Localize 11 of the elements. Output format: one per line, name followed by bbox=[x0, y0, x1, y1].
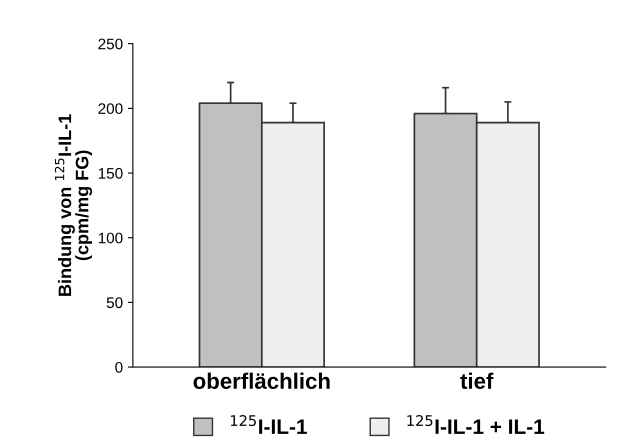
y-tick-label: 0 bbox=[115, 362, 123, 373]
x-tick-label: oberflächlich bbox=[194, 372, 330, 389]
y-tick-label: 100 bbox=[98, 232, 123, 244]
y-tick-label: 200 bbox=[98, 103, 123, 114]
y-tick-label: 50 bbox=[106, 297, 123, 308]
y-axis-title: Bindung von $^{125}$I-IL-1 (cpm/mg FG) bbox=[54, 114, 92, 296]
y-tick-label: 150 bbox=[98, 168, 123, 179]
y-tick-label: 250 bbox=[98, 38, 123, 50]
legend-label: $^{125}$I-IL-1 + IL-1 bbox=[407, 415, 544, 434]
x-tick-label: tief bbox=[460, 372, 494, 389]
legend-label: $^{125}$I-IL-1 bbox=[230, 415, 307, 434]
